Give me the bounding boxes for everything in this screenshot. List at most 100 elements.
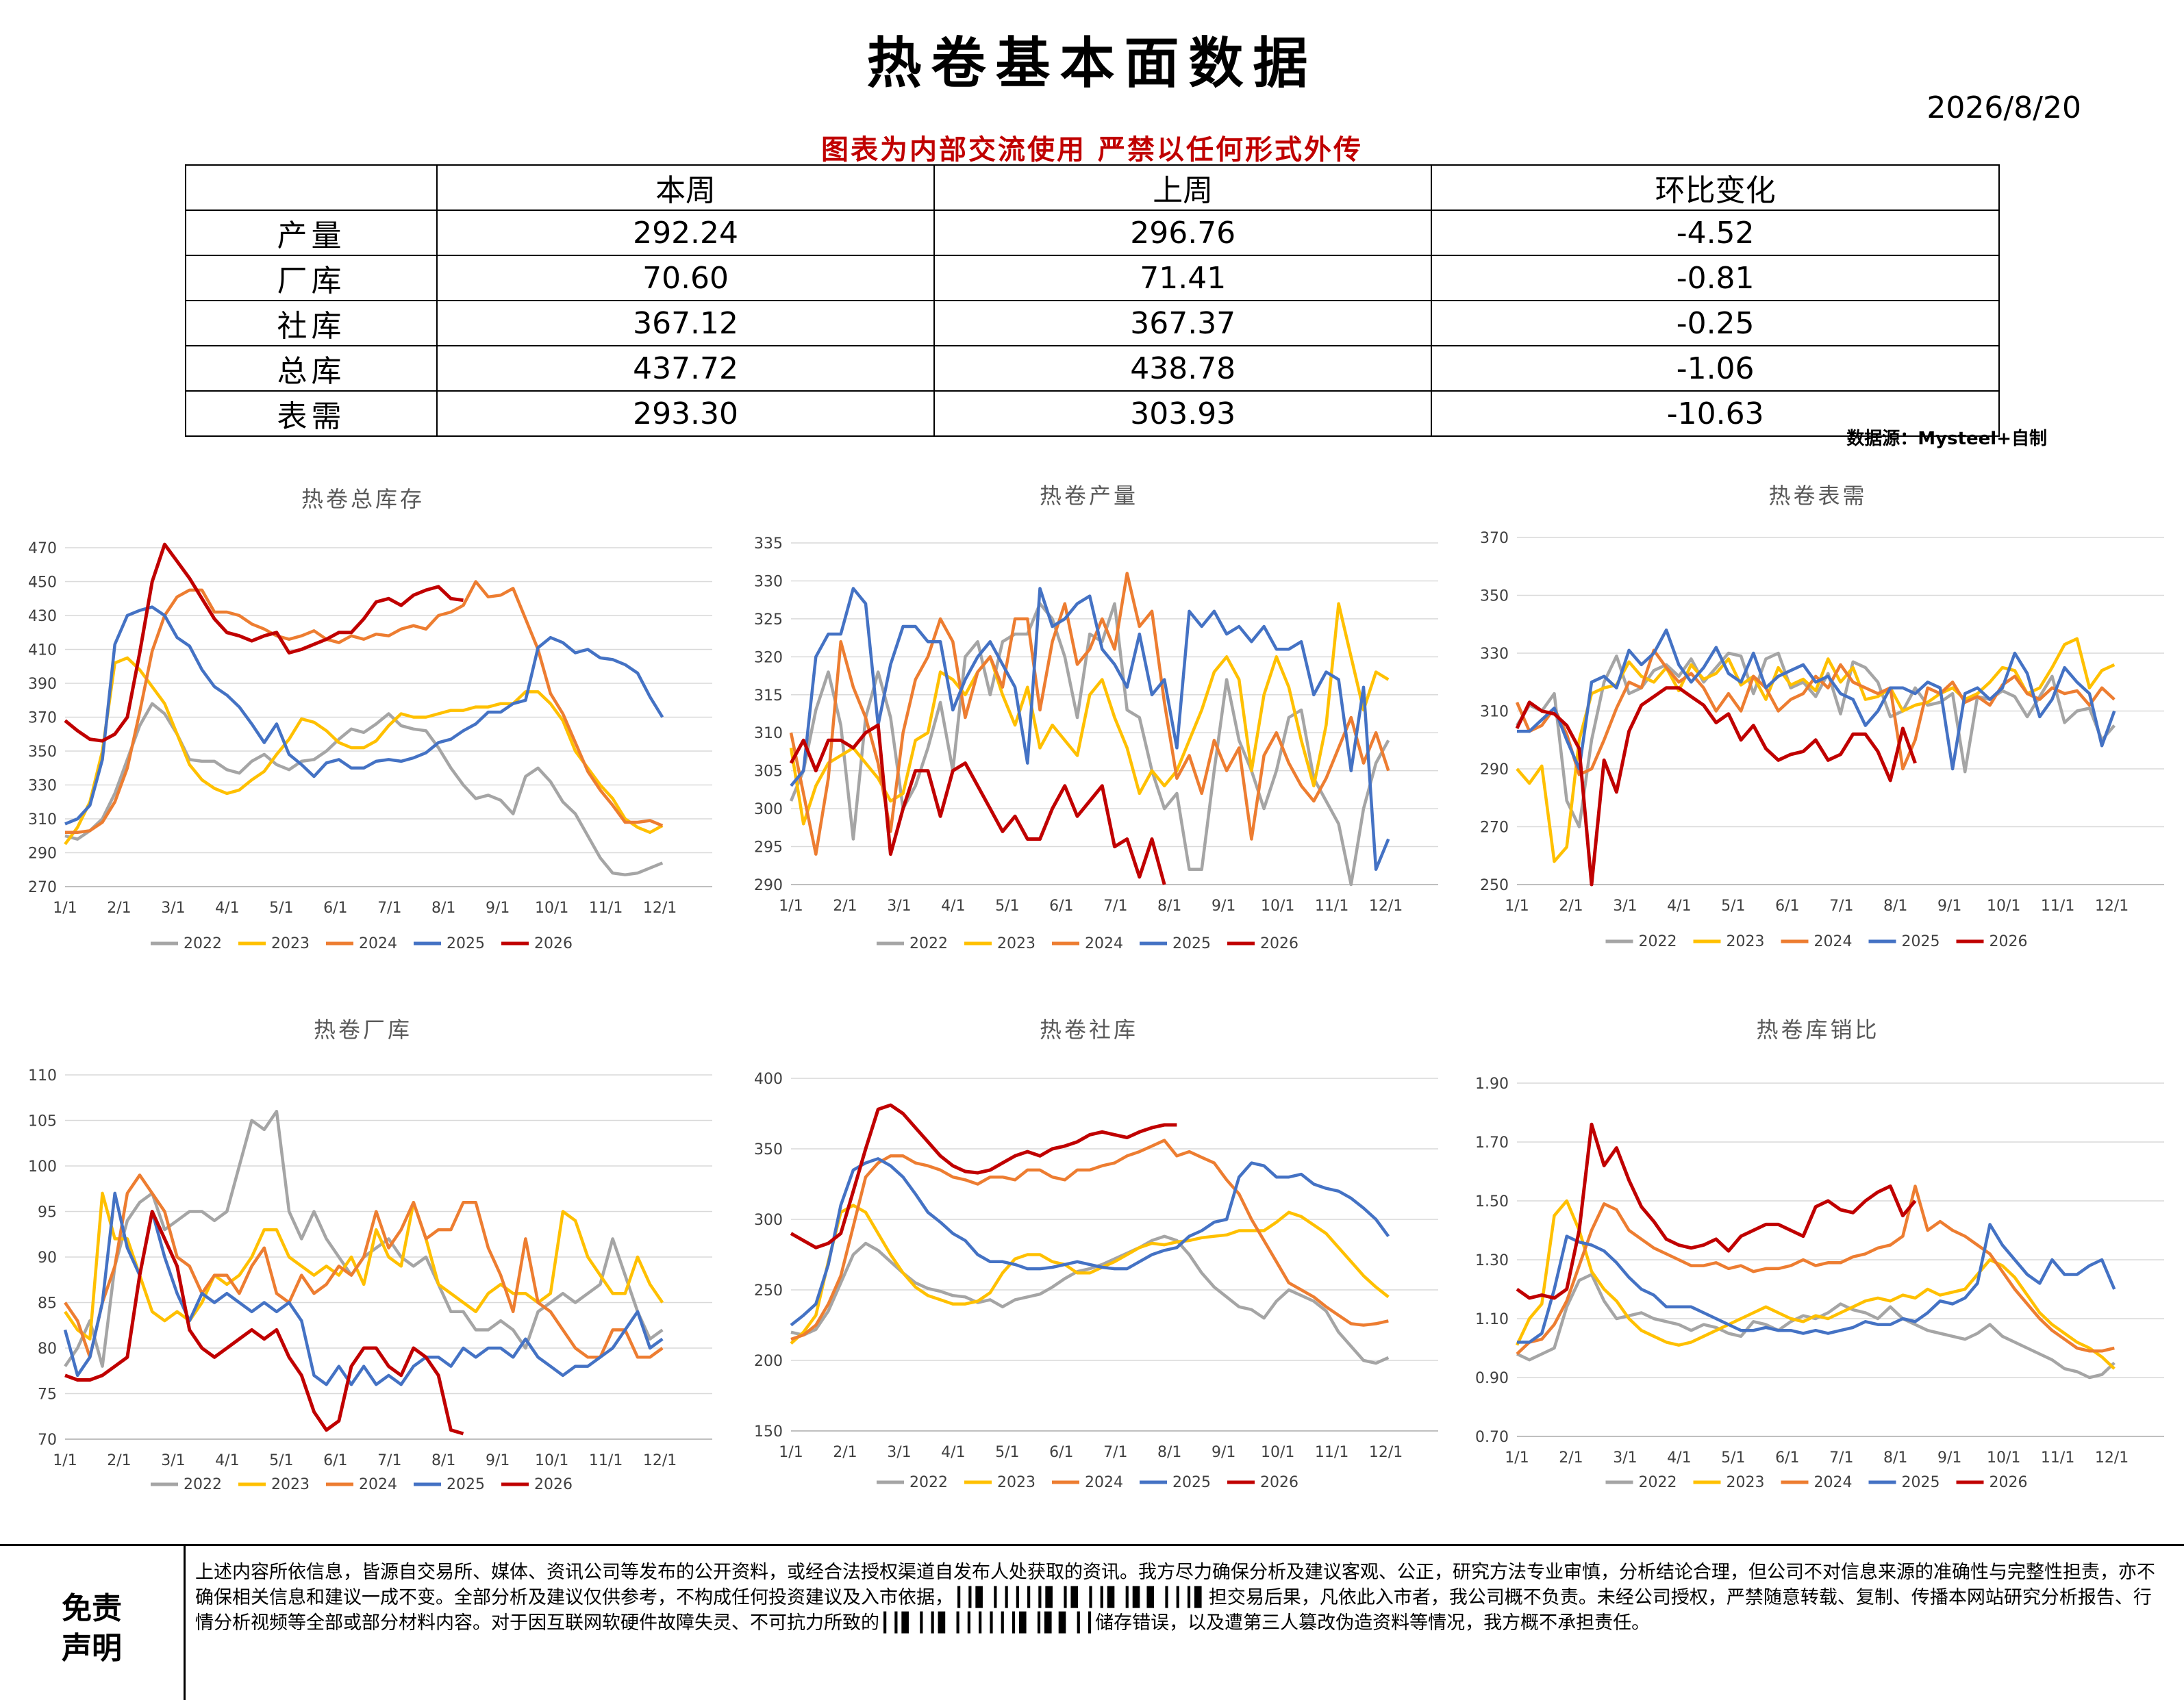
chart-panel-social-inventory: 热卷社库 400 350 300 250 200 150 1/1 2/1 3/1 4/1 5/1 6/1…: [726, 1006, 1452, 1513]
series-group: [789, 572, 1390, 887]
x-tick-label: 5/1: [995, 1444, 1019, 1461]
x-tick-label: 3/1: [1613, 1449, 1637, 1467]
x-tick-label: 8/1: [431, 1452, 455, 1469]
x-tick-label: 11/1: [589, 900, 623, 917]
legend-label: 2026: [1260, 1474, 1298, 1491]
chart-title: 热卷社库: [1040, 1017, 1138, 1043]
legend-label: 2022: [909, 935, 948, 952]
chart-panel-apparent-demand: 热卷表需 370 350 330 310 290 270 250 1/1 2/1 3/1 4/1 5/1…: [1452, 466, 2184, 965]
x-tick-label: 9/1: [1937, 898, 1961, 915]
x-tick-label: 9/1: [1212, 898, 1235, 915]
x-tick-label: 10/1: [1987, 1449, 2020, 1467]
y-tick-label: 75: [38, 1386, 57, 1404]
x-tick-label: 7/1: [1103, 1444, 1127, 1461]
y-tick-label: 295: [754, 839, 783, 857]
legend-label: 2026: [534, 935, 573, 952]
y-tick-label: 330: [1480, 646, 1509, 663]
x-tick-label: 5/1: [269, 1452, 293, 1469]
disclaimer-text: 上述内容所依信息，皆源自交易所、媒体、资讯公司等发布的公开资料，或经合法授权渠道…: [195, 1562, 2155, 1634]
series-line-2023: [790, 1204, 1390, 1345]
x-tick-label: 7/1: [1103, 898, 1127, 915]
y-tick-label: 430: [28, 608, 57, 625]
legend-label: 2024: [359, 935, 397, 952]
cell-change: -4.52: [1431, 210, 2000, 256]
x-tick-label: 6/1: [1775, 898, 1799, 915]
x-tick-label: 12/1: [1369, 898, 1403, 915]
table-row: 产量 292.24 296.76 -4.52: [185, 210, 2000, 256]
y-tick-label: 290: [1480, 761, 1509, 778]
x-tick-label: 2/1: [833, 1444, 857, 1461]
row-label: 社库: [185, 300, 438, 346]
y-tick-label: 1.90: [1475, 1076, 1509, 1093]
internal-use-warning: 图表为内部交流使用 严禁以任何形式外传: [821, 134, 1363, 166]
series-line-2023: [1515, 1199, 2116, 1370]
cell-change: -10.63: [1431, 390, 2000, 437]
series-line-2026: [64, 1210, 464, 1436]
legend-label: 2023: [997, 935, 1035, 952]
series-group: [1515, 1122, 2116, 1380]
legend-label: 2023: [1727, 933, 1765, 950]
x-tick-label: 1/1: [1505, 898, 1529, 915]
y-tick-label: 80: [38, 1341, 57, 1358]
y-tick-label: 310: [28, 811, 57, 828]
chart-total-inventory: 热卷总库存 470 450 430 410 390 370 350 330 310 290 270 1/…: [28, 486, 712, 952]
series-line-2023: [64, 656, 664, 846]
y-tick-label: 370: [1480, 530, 1509, 547]
table-header-change: 环比变化: [1431, 164, 2000, 211]
x-tick-label: 4/1: [1667, 898, 1691, 915]
legend-label: 2025: [1902, 1474, 1940, 1491]
legend-label: 2022: [184, 1476, 222, 1493]
x-tick-label: 8/1: [1883, 898, 1907, 915]
cell-last-week: 71.41: [933, 255, 1433, 301]
x-tick-label: 1/1: [53, 900, 77, 917]
y-tick-label: 0.90: [1475, 1370, 1509, 1387]
series-line-2024: [1516, 1184, 2115, 1356]
y-tick-label: 400: [754, 1071, 783, 1088]
cell-this-week: 437.72: [436, 345, 936, 392]
y-tick-label: 150: [754, 1423, 783, 1441]
y-tick-label: 250: [1480, 877, 1509, 894]
series-line-2024: [64, 1173, 664, 1359]
legend-label: 2023: [1727, 1474, 1765, 1491]
y-tick-label: 105: [28, 1113, 57, 1130]
row-label: 厂库: [185, 255, 438, 301]
cell-this-week: 292.24: [436, 210, 936, 256]
y-tick-label: 470: [28, 540, 57, 557]
series-line-2025: [64, 605, 664, 826]
legend-label: 2023: [271, 935, 310, 952]
x-tick-label: 1/1: [53, 1452, 77, 1469]
series-line-2022: [64, 702, 664, 876]
y-tick-label: 70: [38, 1432, 57, 1449]
x-tick-label: 11/1: [589, 1452, 623, 1469]
disclaimer-label-line2: 声明: [62, 1631, 122, 1666]
y-tick-label: 350: [754, 1141, 783, 1158]
x-tick-label: 8/1: [431, 900, 455, 917]
y-tick-label: 90: [38, 1249, 57, 1267]
series-line-2025: [1517, 628, 2116, 771]
series-group: [1515, 628, 2116, 887]
x-tick-label: 2/1: [1559, 898, 1583, 915]
series-line-2025: [790, 587, 1390, 872]
y-tick-label: 1.10: [1475, 1311, 1509, 1328]
legend-label: 2025: [1172, 1474, 1211, 1491]
x-tick-label: 2/1: [107, 1452, 131, 1469]
table-header-last-week: 上周: [933, 164, 1433, 211]
y-tick-label: 1.30: [1475, 1252, 1509, 1269]
chart-title: 热卷库销比: [1756, 1017, 1879, 1043]
series-line-2024: [1515, 648, 2116, 776]
x-tick-label: 12/1: [2095, 1449, 2129, 1467]
x-tick-label: 2/1: [833, 898, 857, 915]
cell-last-week: 296.76: [933, 210, 1433, 256]
table-row: 总库 437.72 438.78 -1.06: [185, 345, 2000, 392]
y-tick-label: 270: [28, 879, 57, 896]
legend-label: 2025: [1172, 935, 1211, 952]
x-tick-label: 6/1: [1775, 1449, 1799, 1467]
y-tick-label: 390: [28, 676, 57, 693]
x-tick-label: 10/1: [535, 900, 568, 917]
chart-social-inventory: 热卷社库 400 350 300 250 200 150 1/1 2/1 3/1 4/1 5/1 6/1…: [754, 1017, 1438, 1491]
y-tick-label: 320: [754, 649, 783, 666]
y-tick-label: 330: [28, 778, 57, 795]
cell-change: -1.06: [1431, 345, 2000, 392]
x-tick-label: 12/1: [643, 900, 677, 917]
chart-title: 热卷产量: [1040, 483, 1138, 509]
